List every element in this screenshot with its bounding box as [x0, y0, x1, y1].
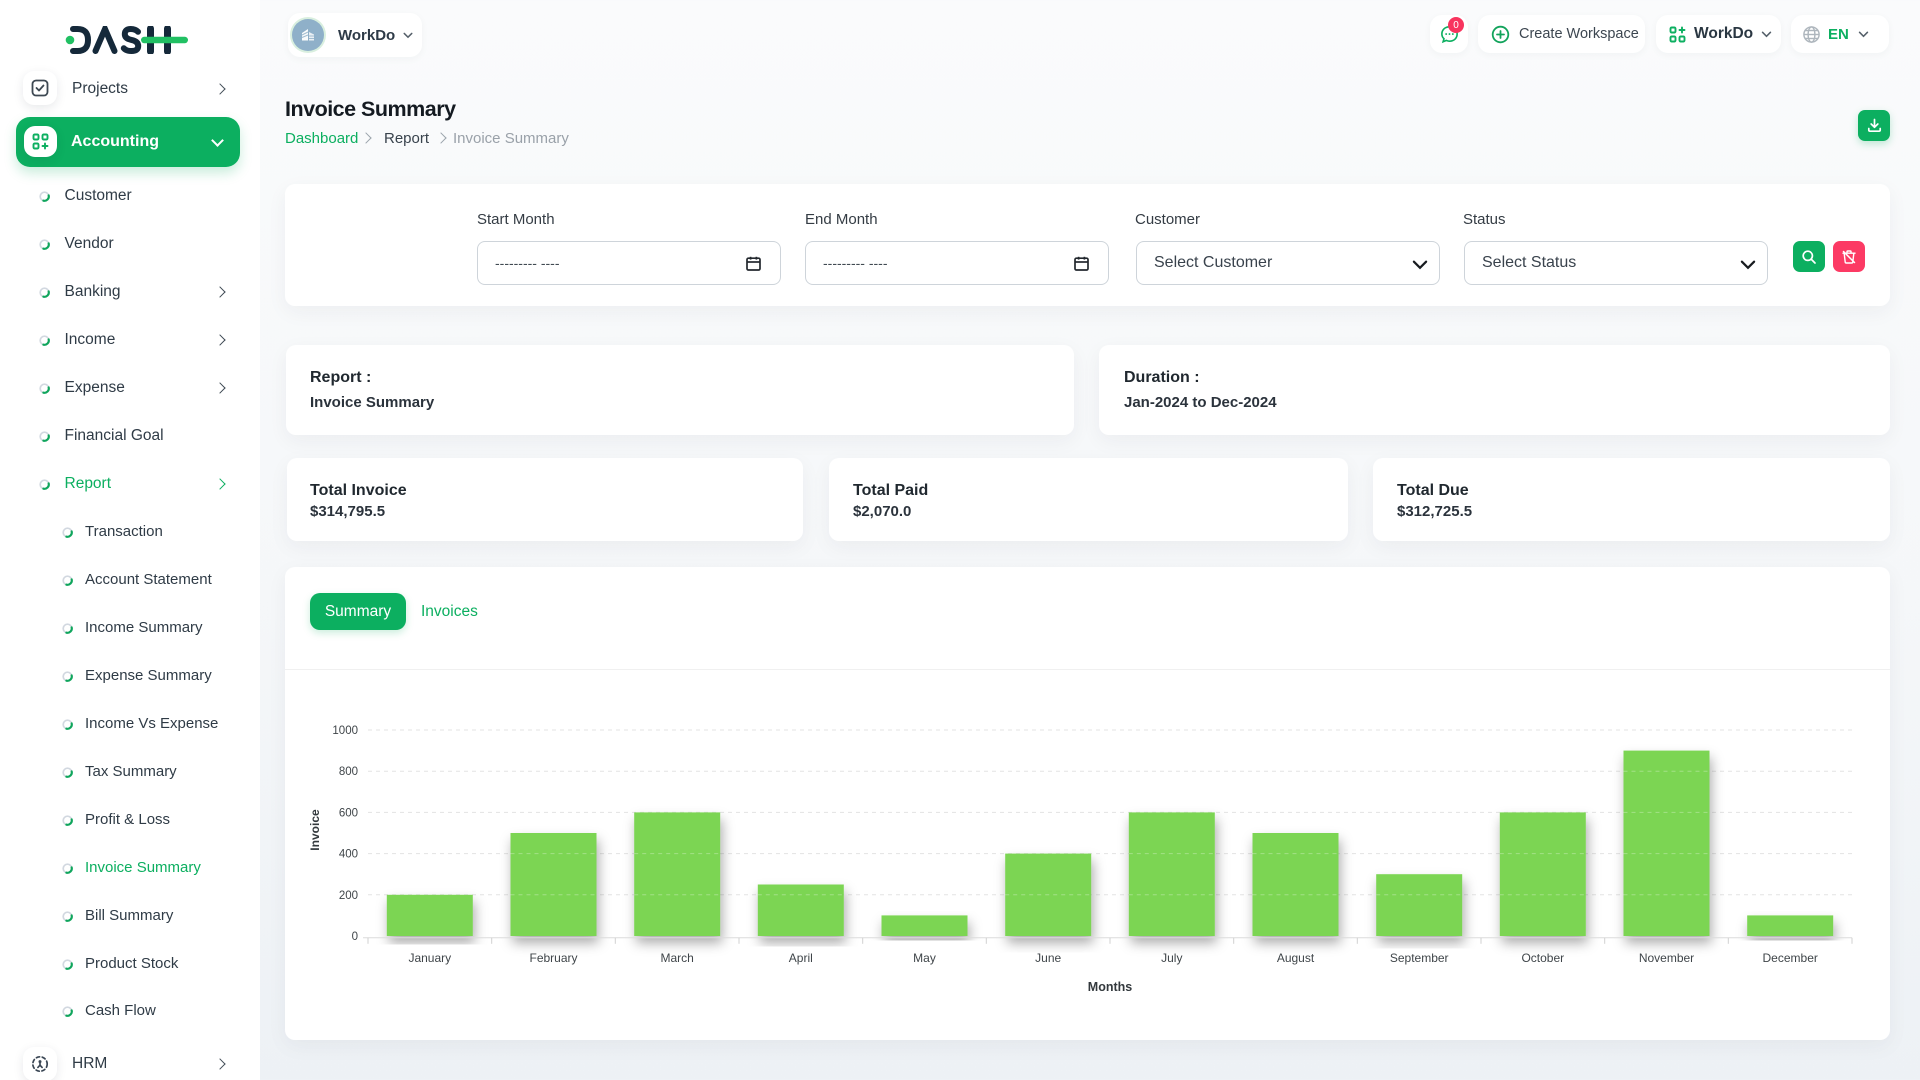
- svg-text:400: 400: [339, 849, 358, 861]
- svg-text:0: 0: [352, 931, 358, 943]
- svg-text:800: 800: [339, 766, 358, 778]
- svg-text:200: 200: [339, 890, 358, 902]
- svg-text:April: April: [789, 951, 813, 965]
- svg-text:1000: 1000: [332, 725, 358, 737]
- svg-text:March: March: [661, 951, 694, 965]
- svg-text:February: February: [529, 951, 577, 965]
- svg-text:October: October: [1521, 951, 1564, 965]
- svg-text:November: November: [1639, 951, 1694, 965]
- svg-text:August: August: [1277, 951, 1315, 965]
- svg-text:July: July: [1161, 951, 1182, 965]
- svg-text:September: September: [1390, 951, 1449, 965]
- svg-text:January: January: [408, 951, 451, 965]
- svg-text:June: June: [1035, 951, 1061, 965]
- svg-text:Invoice: Invoice: [308, 809, 322, 851]
- svg-text:May: May: [913, 951, 936, 965]
- svg-text:December: December: [1763, 951, 1818, 965]
- svg-text:Months: Months: [1088, 980, 1132, 994]
- svg-text:600: 600: [339, 807, 358, 819]
